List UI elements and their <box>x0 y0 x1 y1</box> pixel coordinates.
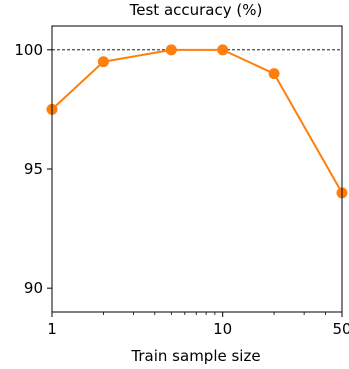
y-tick-label: 95 <box>24 160 43 178</box>
x-tick-label: 50 <box>332 320 349 338</box>
series-line <box>51 48 343 194</box>
x-axis-label: Train sample size <box>130 347 260 365</box>
plot-area <box>46 44 348 199</box>
y-tick-label: 100 <box>14 41 43 59</box>
y-tick-label: 90 <box>24 279 43 297</box>
chart-title: Test accuracy (%) <box>129 1 263 19</box>
axes: 1 10 50 90 95 100 <box>14 41 349 338</box>
x-tick-label: 1 <box>47 320 57 338</box>
x-tick-label: 10 <box>213 320 232 338</box>
data-point <box>97 56 109 68</box>
data-point <box>217 44 229 56</box>
data-point <box>165 44 177 56</box>
data-point <box>268 68 280 80</box>
